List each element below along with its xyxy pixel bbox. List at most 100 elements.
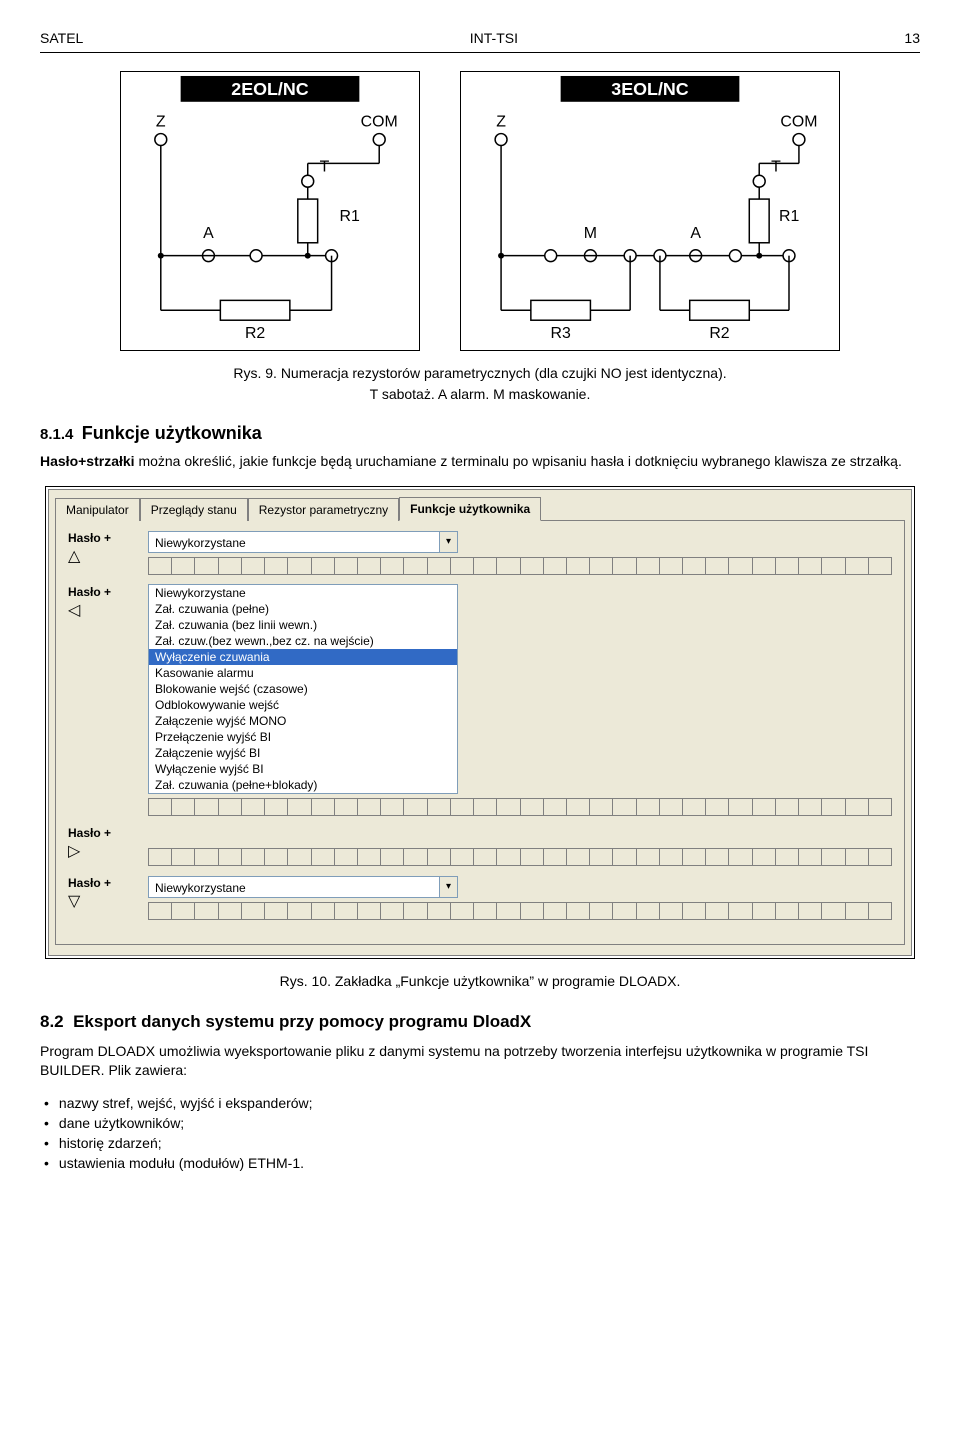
tab-2[interactable]: Rezystor parametryczny <box>248 498 399 521</box>
grid-cell[interactable] <box>775 902 799 920</box>
grid-cell[interactable] <box>868 798 892 816</box>
grid-cell[interactable] <box>566 557 590 575</box>
grid-cell[interactable] <box>868 557 892 575</box>
grid-cell[interactable] <box>520 902 544 920</box>
grid-cell[interactable] <box>427 798 451 816</box>
grid-cell[interactable] <box>380 902 404 920</box>
grid-cell[interactable] <box>334 557 358 575</box>
list-item[interactable]: Niewykorzystane <box>149 585 457 601</box>
grid-cell[interactable] <box>357 557 381 575</box>
grid-cell[interactable] <box>311 902 335 920</box>
grid-cell[interactable] <box>682 848 706 866</box>
grid-cell[interactable] <box>682 557 706 575</box>
tab-0[interactable]: Manipulator <box>55 498 140 521</box>
grid-cell[interactable] <box>264 798 288 816</box>
chevron-down-icon[interactable]: ▾ <box>439 877 457 897</box>
grid-cell[interactable] <box>705 557 729 575</box>
grid-cell[interactable] <box>380 557 404 575</box>
grid-cell[interactable] <box>357 848 381 866</box>
grid-cell[interactable] <box>821 557 845 575</box>
grid-cell[interactable] <box>218 557 242 575</box>
grid-cell[interactable] <box>775 557 799 575</box>
tab-3[interactable]: Funkcje użytkownika <box>399 497 541 521</box>
grid-cell[interactable] <box>705 848 729 866</box>
grid-cell[interactable] <box>636 557 660 575</box>
grid-cell[interactable] <box>450 902 474 920</box>
grid-cell[interactable] <box>845 848 869 866</box>
grid-cell[interactable] <box>171 848 195 866</box>
grid-cell[interactable] <box>821 902 845 920</box>
grid-cell[interactable] <box>450 848 474 866</box>
grid-cell[interactable] <box>427 902 451 920</box>
grid-cell[interactable] <box>612 557 636 575</box>
grid-cell[interactable] <box>659 902 683 920</box>
grid-cell[interactable] <box>194 557 218 575</box>
grid-cell[interactable] <box>589 798 613 816</box>
grid-cell[interactable] <box>566 902 590 920</box>
grid-cell[interactable] <box>868 902 892 920</box>
list-item[interactable]: Zał. czuwania (pełne+blokady) <box>149 777 457 793</box>
grid-cell[interactable] <box>520 798 544 816</box>
grid-cell[interactable] <box>194 798 218 816</box>
grid-cell[interactable] <box>752 557 776 575</box>
grid-cell[interactable] <box>752 902 776 920</box>
grid-cell[interactable] <box>798 848 822 866</box>
dropdown-list[interactable]: NiewykorzystaneZał. czuwania (pełne)Zał.… <box>148 584 458 794</box>
grid-cell[interactable] <box>659 557 683 575</box>
grid-cell[interactable] <box>194 848 218 866</box>
grid-cell[interactable] <box>403 798 427 816</box>
grid-cell[interactable] <box>218 848 242 866</box>
grid-cell[interactable] <box>218 902 242 920</box>
grid-cell[interactable] <box>450 557 474 575</box>
grid-cell[interactable] <box>264 902 288 920</box>
grid-cell[interactable] <box>845 557 869 575</box>
grid-cell[interactable] <box>148 902 172 920</box>
grid-cell[interactable] <box>403 902 427 920</box>
grid-cell[interactable] <box>728 848 752 866</box>
grid-cell[interactable] <box>473 902 497 920</box>
grid-cell[interactable] <box>264 848 288 866</box>
grid-cell[interactable] <box>775 848 799 866</box>
list-item[interactable]: Zał. czuwania (bez linii wewn.) <box>149 617 457 633</box>
grid-cell[interactable] <box>473 557 497 575</box>
grid-cell[interactable] <box>543 798 567 816</box>
grid-cell[interactable] <box>450 798 474 816</box>
grid-cell[interactable] <box>520 848 544 866</box>
combo-down[interactable]: Niewykorzystane ▾ <box>148 876 458 898</box>
grid-cell[interactable] <box>473 798 497 816</box>
list-item[interactable]: Blokowanie wejść (czasowe) <box>149 681 457 697</box>
grid-cell[interactable] <box>798 798 822 816</box>
grid-cell[interactable] <box>728 902 752 920</box>
grid-cell[interactable] <box>566 798 590 816</box>
grid-cell[interactable] <box>264 557 288 575</box>
grid-cell[interactable] <box>589 902 613 920</box>
grid-cell[interactable] <box>845 798 869 816</box>
grid-cell[interactable] <box>427 557 451 575</box>
grid-cell[interactable] <box>589 557 613 575</box>
grid-cell[interactable] <box>636 902 660 920</box>
grid-cell[interactable] <box>311 798 335 816</box>
grid-cell[interactable] <box>427 848 451 866</box>
list-item[interactable]: Odblokowywanie wejść <box>149 697 457 713</box>
grid-cell[interactable] <box>241 902 265 920</box>
grid-cell[interactable] <box>798 902 822 920</box>
grid-cell[interactable] <box>311 557 335 575</box>
grid-cell[interactable] <box>612 798 636 816</box>
grid-cell[interactable] <box>380 798 404 816</box>
grid-cell[interactable] <box>380 848 404 866</box>
grid-cell[interactable] <box>287 902 311 920</box>
chevron-down-icon[interactable]: ▾ <box>439 532 457 552</box>
list-item[interactable]: Zał. czuw.(bez wewn.,bez cz. na wejście) <box>149 633 457 649</box>
grid-cell[interactable] <box>218 798 242 816</box>
grid-cell[interactable] <box>496 798 520 816</box>
grid-cell[interactable] <box>357 798 381 816</box>
grid-cell[interactable] <box>775 798 799 816</box>
grid-cell[interactable] <box>589 848 613 866</box>
list-item[interactable]: Kasowanie alarmu <box>149 665 457 681</box>
grid-cell[interactable] <box>496 557 520 575</box>
grid-cell[interactable] <box>403 557 427 575</box>
list-item[interactable]: Wyłączenie wyjść BI <box>149 761 457 777</box>
grid-cell[interactable] <box>728 557 752 575</box>
list-item[interactable]: Załączenie wyjść MONO <box>149 713 457 729</box>
grid-cell[interactable] <box>334 798 358 816</box>
